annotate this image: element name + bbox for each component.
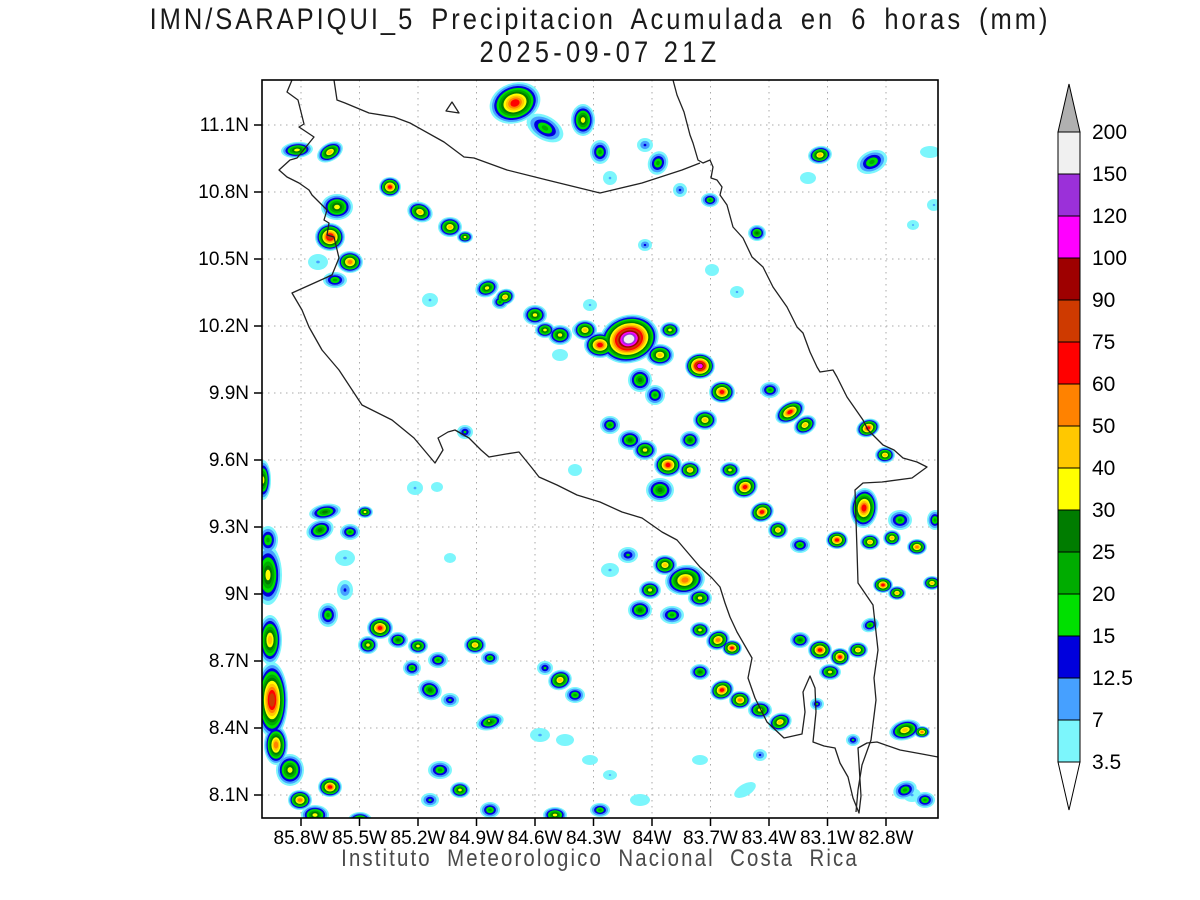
lon-label: 84.9W (449, 828, 504, 849)
lat-label: 9.9N (209, 383, 249, 404)
lon-label: 85.5W (332, 828, 387, 849)
colorbar-segment (1057, 341, 1081, 385)
lat-label: 9.6N (209, 450, 249, 471)
lon-label: 85.2W (391, 828, 446, 849)
ometepe-island-path (445, 101, 460, 114)
colorbar-segment (1057, 425, 1081, 469)
lat-label: 9.3N (209, 517, 249, 538)
colorbar-segment (1057, 467, 1081, 511)
colorbar-segment (1057, 215, 1081, 259)
colorbar-segment (1057, 509, 1081, 553)
colorbar-segment (1057, 551, 1081, 595)
caribbean-coast-and-border-path (672, 80, 928, 813)
colorbar-segment (1057, 719, 1081, 763)
title-block: IMN/SARAPIQUI_5 Precipitacion Acumulada … (90, 4, 1110, 69)
colorbar-label: 20 (1092, 583, 1115, 606)
lon-label: 84W (632, 828, 671, 849)
lat-label: 8.4N (209, 718, 249, 739)
lat-label: 9N (225, 584, 249, 605)
colorbar-segment (1057, 677, 1081, 721)
lon-label: 83.7W (683, 828, 738, 849)
colorbar-top-arrow (1057, 83, 1081, 133)
colorbar-segment (1057, 593, 1081, 637)
colorbar-label: 150 (1092, 163, 1127, 186)
lon-label: 84.3W (566, 828, 621, 849)
colorbar-label: 3.5 (1092, 751, 1121, 774)
colorbar-label: 100 (1092, 247, 1127, 270)
colorbar-segment (1057, 131, 1081, 175)
pacific-coast-path (278, 80, 938, 814)
map-area: 11.1N 10.8N 10.5N 10.2N 9.9N 9.6N 9.3N 9N 8.7N 8.… (198, 79, 939, 849)
colorbar-label: 7 (1092, 709, 1104, 732)
colorbar-label: 15 (1092, 625, 1115, 648)
map-frame (261, 79, 939, 819)
lat-label: 11.1N (200, 115, 249, 136)
lon-label: 83.1W (800, 828, 855, 849)
colorbar-label: 75 (1092, 331, 1115, 354)
colorbar-label: 200 (1092, 121, 1127, 144)
colorbar-label: 60 (1092, 373, 1115, 396)
colorbar-segment (1057, 299, 1081, 343)
graticule (262, 80, 938, 818)
precip-cells (262, 82, 938, 818)
colorbar-label: 90 (1092, 289, 1115, 312)
colorbar-segment (1057, 383, 1081, 427)
lat-label: 10.8N (198, 182, 249, 203)
axes: 11.1N 10.8N 10.5N 10.2N 9.9N 9.6N 9.3N 9N 8.7N 8.… (198, 115, 913, 849)
lon-label: 83.4W (742, 828, 797, 849)
colorbar-label: 40 (1092, 457, 1115, 480)
colorbar-label: 120 (1092, 205, 1127, 228)
colorbar: 200 150 120 100 90 75 60 50 40 30 25 20 15 12.5 7 3.5 (1057, 83, 1133, 811)
coastlines (278, 80, 938, 814)
lat-label: 8.1N (209, 785, 249, 806)
chart-subtitle: 2025-09-07 21Z (479, 35, 721, 69)
colorbar-label: 50 (1092, 415, 1115, 438)
lat-label: 8.7N (209, 651, 249, 672)
lat-label: 10.2N (198, 316, 249, 337)
colorbar-label: 30 (1092, 499, 1115, 522)
footer-credit: Instituto Meteorologico Nacional Costa R… (341, 845, 859, 872)
colorbar-segment (1057, 635, 1081, 679)
colorbar-label: 25 (1092, 541, 1115, 564)
colorbar-label: 12.5 (1092, 667, 1133, 690)
colorbar-segment (1057, 257, 1081, 301)
colorbar-bottom-arrow (1057, 761, 1081, 811)
lat-label: 10.5N (198, 249, 249, 270)
colorbar-segment (1057, 173, 1081, 217)
lake-nicaragua-shore-path (333, 80, 701, 194)
chart-title: IMN/SARAPIQUI_5 Precipitacion Acumulada … (149, 3, 1051, 36)
lon-label: 85.8W (274, 828, 329, 849)
lon-label: 84.6W (508, 828, 563, 849)
lon-label: 82.8W (859, 828, 914, 849)
